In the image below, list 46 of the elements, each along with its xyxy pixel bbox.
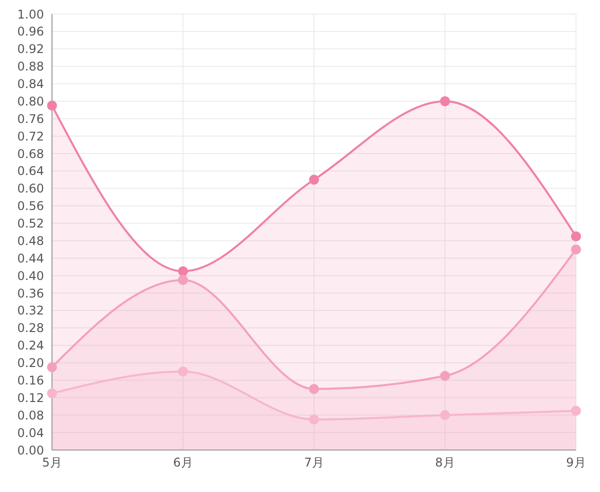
point	[571, 231, 581, 242]
y-tick-label: 0.32	[17, 304, 44, 318]
point	[440, 96, 450, 106]
x-tick-label: 9月	[566, 456, 586, 470]
y-tick-label: 0.72	[17, 129, 44, 144]
point	[440, 370, 450, 381]
y-tick-label: 0.68	[17, 146, 44, 161]
x-tick-label: 6月	[173, 456, 193, 470]
point	[47, 362, 57, 372]
y-tick-label: 0.24	[17, 338, 44, 353]
point	[309, 384, 319, 394]
y-tick-label: 0.84	[17, 77, 44, 92]
point	[571, 244, 581, 254]
y-tick-label: 0.92	[17, 42, 44, 56]
point	[47, 388, 57, 398]
y-tick-label: 0.96	[17, 24, 44, 39]
y-tick-label: 0.64	[17, 164, 44, 178]
y-tick-label: 0.00	[17, 443, 44, 458]
y-tick-label: 0.08	[17, 408, 44, 422]
y-tick-label: 0.16	[17, 374, 44, 388]
y-tick-label: 0.56	[17, 199, 44, 214]
point	[178, 266, 188, 276]
y-tick-label: 0.88	[17, 60, 44, 74]
point	[440, 410, 450, 420]
y-tick-label: 0.28	[17, 321, 44, 336]
y-tick-label: 0.36	[17, 286, 44, 300]
y-tick-label: 0.04	[17, 426, 44, 440]
y-tick-label: 0.52	[17, 216, 44, 231]
x-tick-label: 7月	[304, 456, 324, 470]
point	[178, 366, 188, 377]
point	[47, 100, 57, 111]
y-tick-label: 0.12	[17, 390, 44, 405]
point	[178, 274, 188, 285]
point	[309, 414, 319, 424]
y-tick-label: 0.60	[17, 182, 44, 196]
y-tick-label: 0.80	[17, 94, 44, 108]
y-tick-label: 0.76	[17, 112, 44, 126]
y-tick-label: 0.44	[17, 251, 44, 266]
y-tick-label: 1.00	[17, 7, 44, 22]
x-tick-label: 5月	[42, 456, 62, 470]
y-tick-label: 0.20	[17, 356, 44, 370]
y-tick-label: 0.48	[17, 234, 44, 248]
x-tick-label: 8月	[435, 456, 455, 470]
point	[309, 174, 319, 185]
y-tick-label: 0.40	[17, 268, 44, 283]
point	[571, 406, 581, 416]
